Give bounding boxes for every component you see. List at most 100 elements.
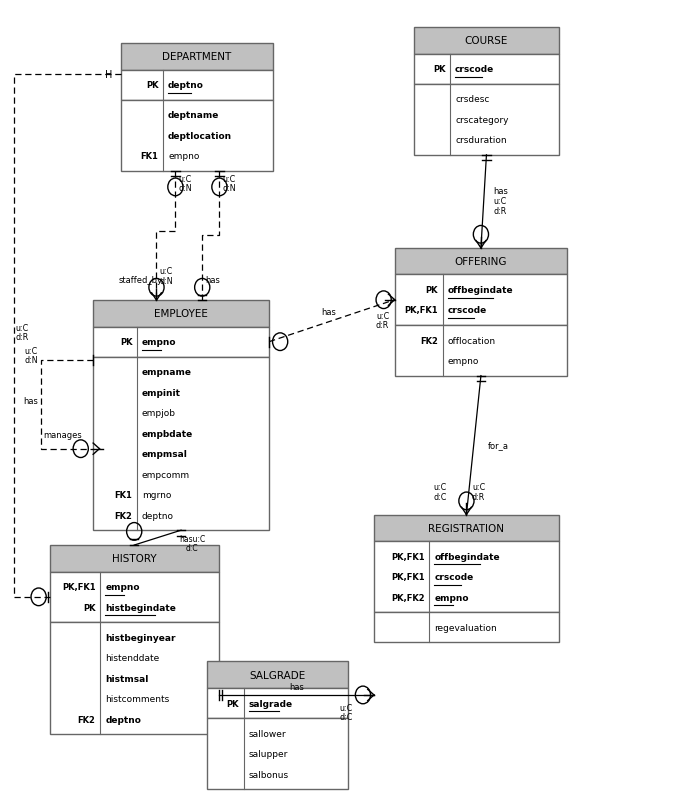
Text: u:C: u:C: [25, 346, 38, 356]
Bar: [121, 44, 273, 71]
Text: mgrno: mgrno: [142, 491, 171, 500]
Text: u:C: u:C: [472, 482, 485, 492]
Text: d:N: d:N: [222, 184, 236, 193]
Text: u:C: u:C: [222, 175, 235, 184]
Text: d:C: d:C: [339, 712, 353, 721]
Text: PK,FK1: PK,FK1: [391, 573, 424, 581]
Bar: [50, 545, 219, 572]
Text: empbdate: empbdate: [142, 429, 193, 438]
Text: SALGRADE: SALGRADE: [250, 670, 306, 680]
Bar: [374, 515, 559, 541]
Bar: [374, 613, 559, 642]
Text: staffed_by: staffed_by: [119, 275, 163, 285]
Bar: [50, 622, 219, 735]
Text: empno: empno: [168, 152, 199, 161]
Text: REGISTRATION: REGISTRATION: [428, 523, 504, 533]
Text: has: has: [206, 275, 221, 285]
Text: has: has: [493, 187, 509, 196]
Text: PK: PK: [83, 603, 95, 612]
Text: has: has: [289, 682, 304, 691]
Text: empcomm: empcomm: [142, 470, 190, 479]
Text: FK1: FK1: [115, 491, 132, 500]
Text: PK,FK1: PK,FK1: [404, 306, 438, 315]
Text: FK2: FK2: [78, 715, 95, 723]
Text: offbegindate: offbegindate: [434, 552, 500, 561]
Text: HISTORY: HISTORY: [112, 553, 157, 564]
Bar: [121, 71, 273, 101]
Text: has: has: [322, 307, 337, 316]
Text: manages: manages: [43, 430, 82, 439]
Text: empinit: empinit: [142, 388, 181, 397]
Text: u:C: u:C: [433, 482, 446, 492]
Bar: [414, 55, 559, 85]
Text: histcomments: histcomments: [105, 695, 170, 703]
Text: u:C: u:C: [16, 323, 29, 332]
Text: FK2: FK2: [115, 511, 132, 520]
Text: sallower: sallower: [248, 729, 286, 738]
Bar: [50, 572, 219, 622]
Text: crscode: crscode: [434, 573, 473, 581]
Text: d:C: d:C: [186, 543, 199, 552]
Text: crscategory: crscategory: [455, 115, 509, 124]
Text: COURSE: COURSE: [465, 36, 508, 47]
Bar: [374, 541, 559, 613]
Text: offbegindate: offbegindate: [448, 286, 513, 294]
Bar: [121, 100, 273, 172]
Text: d:R: d:R: [376, 321, 389, 330]
Text: PK,FK1: PK,FK1: [62, 582, 95, 591]
Text: salgrade: salgrade: [248, 699, 293, 707]
Bar: [395, 326, 567, 376]
Text: u:C: u:C: [179, 175, 192, 184]
Text: H: H: [105, 70, 112, 79]
Text: histenddate: histenddate: [105, 654, 159, 662]
Text: empmsal: empmsal: [142, 450, 188, 459]
Text: deptno: deptno: [142, 511, 174, 520]
Text: PK: PK: [120, 338, 132, 346]
Bar: [93, 301, 269, 327]
Text: crscode: crscode: [448, 306, 487, 315]
Text: FK1: FK1: [141, 152, 159, 161]
Bar: [207, 688, 348, 719]
Text: d:R: d:R: [16, 333, 29, 342]
Text: PK,FK2: PK,FK2: [391, 593, 424, 602]
Bar: [207, 719, 348, 789]
Text: crsdesc: crsdesc: [455, 95, 489, 104]
Text: crscode: crscode: [455, 65, 494, 74]
Text: d:N: d:N: [179, 184, 193, 193]
Text: has: has: [23, 396, 38, 406]
Text: crsduration: crsduration: [455, 136, 506, 145]
Text: EMPLOYEE: EMPLOYEE: [154, 309, 208, 319]
Text: PK: PK: [226, 699, 239, 707]
Text: u:C: u:C: [339, 703, 353, 712]
Text: PK: PK: [146, 81, 159, 90]
Text: empno: empno: [448, 357, 479, 366]
Bar: [395, 249, 567, 275]
Text: empjob: empjob: [142, 409, 176, 418]
Text: histbegindate: histbegindate: [105, 603, 176, 612]
Text: PK: PK: [433, 65, 446, 74]
Text: deptno: deptno: [168, 81, 204, 90]
Text: d:R: d:R: [472, 492, 485, 501]
Text: regevaluation: regevaluation: [434, 623, 497, 632]
Text: OFFERING: OFFERING: [455, 257, 507, 267]
Text: PK: PK: [426, 286, 438, 294]
Text: hasu:C: hasu:C: [179, 534, 206, 543]
Text: salbonus: salbonus: [248, 770, 288, 779]
Text: u:C: u:C: [376, 312, 389, 321]
Text: PK,FK1: PK,FK1: [391, 552, 424, 561]
Text: d:N: d:N: [24, 355, 38, 365]
Text: d:C: d:C: [433, 492, 446, 501]
Text: histbeginyear: histbeginyear: [105, 633, 176, 642]
Bar: [414, 85, 559, 156]
Text: empno: empno: [142, 338, 177, 346]
Text: u:C: u:C: [493, 196, 506, 206]
Text: for_a: for_a: [488, 441, 509, 450]
Bar: [93, 358, 269, 531]
Text: deptno: deptno: [105, 715, 141, 723]
Bar: [395, 275, 567, 326]
Text: deptlocation: deptlocation: [168, 132, 233, 140]
Text: d:R: d:R: [493, 206, 506, 216]
Bar: [93, 327, 269, 358]
Text: histmsal: histmsal: [105, 674, 148, 683]
Text: offlocation: offlocation: [448, 336, 496, 345]
